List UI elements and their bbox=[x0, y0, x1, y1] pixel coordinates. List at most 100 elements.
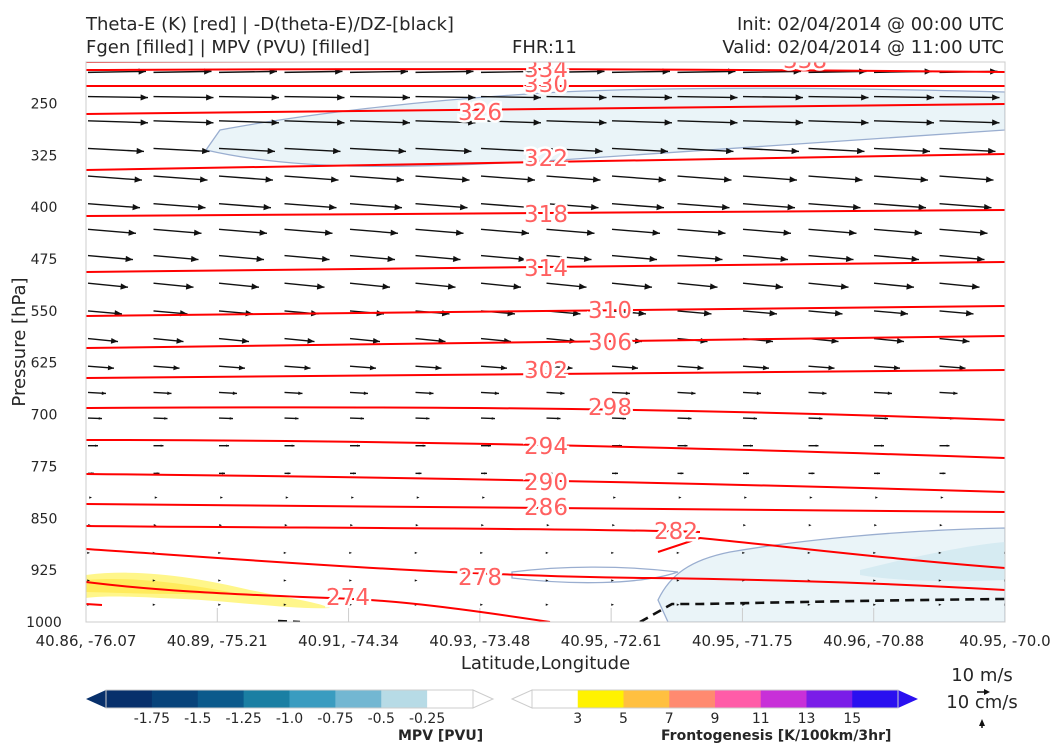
wind-arrowhead bbox=[232, 391, 237, 395]
wind-vector bbox=[611, 228, 661, 235]
mpv-colorbar-tick: -1.5 bbox=[184, 711, 211, 727]
wind-vector bbox=[611, 175, 667, 181]
wind-arrowhead bbox=[845, 255, 854, 263]
wind-arrowhead bbox=[481, 524, 484, 527]
y-axis-label: Pressure [hPa] bbox=[9, 277, 30, 406]
wind-arrowhead bbox=[914, 229, 922, 236]
y-tick-label: 250 bbox=[31, 96, 58, 112]
mpv-colorbar-segment bbox=[381, 690, 428, 708]
wind-arrowhead bbox=[226, 444, 229, 447]
theta-e-contour-290 bbox=[86, 473, 1005, 493]
theta-e-label: 286 bbox=[524, 495, 568, 521]
wind-arrowhead bbox=[723, 176, 732, 183]
reference-vector-vertical-label: 10 cm/s bbox=[946, 692, 1018, 713]
mpv-colorbar-tick: -0.5 bbox=[368, 711, 395, 727]
wind-arrowhead bbox=[164, 417, 168, 420]
wind-arrowhead bbox=[398, 147, 406, 155]
wind-vector bbox=[546, 254, 592, 261]
wind-arrowhead bbox=[98, 417, 102, 420]
wind-arrowhead bbox=[132, 204, 140, 211]
wind-arrowhead bbox=[680, 472, 684, 475]
wind-arrowhead bbox=[533, 119, 541, 126]
mpv-colorbar-tick: -1.75 bbox=[134, 711, 170, 727]
wind-arrowhead bbox=[298, 391, 303, 395]
wind-arrowhead bbox=[861, 94, 869, 101]
wind-arrowhead bbox=[468, 94, 476, 101]
wind-arrowhead bbox=[962, 337, 970, 344]
fgen-colorbar-segment bbox=[760, 690, 807, 708]
wind-arrowhead bbox=[500, 365, 507, 371]
wind-arrowhead bbox=[599, 94, 607, 101]
wind-vector bbox=[415, 203, 468, 209]
wind-vector bbox=[349, 147, 407, 153]
wind-arrowhead bbox=[730, 94, 738, 101]
wind-vector bbox=[87, 95, 149, 99]
wind-arrowhead bbox=[611, 603, 614, 606]
wind-arrowhead bbox=[459, 204, 468, 211]
wind-arrowhead bbox=[316, 283, 325, 290]
theta-e-contour-294 bbox=[86, 439, 1005, 459]
wind-arrowhead bbox=[429, 391, 434, 395]
theta-e-label: 330 bbox=[524, 72, 568, 98]
x-tick-label: 40.95, -72.61 bbox=[561, 632, 662, 650]
wind-arrowhead bbox=[815, 444, 819, 447]
wind-arrowhead bbox=[328, 204, 337, 211]
wind-arrowhead bbox=[703, 310, 712, 317]
wind-arrowhead bbox=[426, 417, 430, 420]
wind-arrowhead bbox=[263, 204, 271, 211]
wind-arrowhead bbox=[197, 204, 206, 211]
wind-arrowhead bbox=[284, 524, 288, 527]
wind-vector bbox=[808, 228, 857, 235]
wind-arrowhead bbox=[463, 147, 472, 155]
theta-e-label: 290 bbox=[524, 470, 568, 496]
wind-arrowhead bbox=[259, 229, 267, 236]
wind-arrowhead bbox=[350, 524, 353, 527]
wind-arrowhead bbox=[717, 229, 726, 236]
reference-vector-horizontal-head bbox=[984, 689, 990, 695]
wind-vector bbox=[349, 70, 409, 74]
wind-arrowhead bbox=[422, 444, 426, 447]
wind-arrowhead bbox=[742, 551, 745, 555]
wind-vector bbox=[1004, 120, 1005, 122]
wind-arrowhead bbox=[521, 229, 529, 236]
wind-arrowhead bbox=[134, 176, 142, 183]
wind-vector bbox=[415, 147, 472, 153]
wind-arrowhead bbox=[285, 496, 289, 499]
wind-arrowhead bbox=[251, 283, 259, 290]
wind-arrowhead bbox=[351, 496, 354, 499]
wind-vector bbox=[153, 254, 199, 261]
wind-vector bbox=[1004, 366, 1005, 367]
wind-vector bbox=[873, 147, 931, 153]
wind-vector bbox=[742, 147, 800, 153]
wind-arrowhead bbox=[688, 417, 692, 420]
wind-arrowhead bbox=[676, 551, 680, 555]
mpv-colorbar-extend-low bbox=[86, 690, 106, 708]
wind-arrowhead bbox=[418, 472, 422, 475]
wind-arrowhead bbox=[218, 603, 221, 606]
wind-arrowhead bbox=[513, 283, 521, 290]
wind-vector bbox=[218, 203, 272, 209]
wind-arrowhead bbox=[900, 310, 908, 317]
wind-vector bbox=[284, 175, 339, 181]
theta-e-label: 294 bbox=[524, 434, 568, 460]
wind-arrowhead bbox=[241, 337, 249, 344]
wind-arrowhead bbox=[590, 204, 599, 211]
wind-arrowhead bbox=[691, 391, 696, 395]
wind-arrowhead bbox=[110, 337, 118, 344]
wind-vector bbox=[873, 254, 920, 261]
mpv-colorbar-tick: -1.25 bbox=[226, 711, 262, 727]
wind-arrowhead bbox=[491, 417, 495, 420]
wind-vector bbox=[284, 120, 345, 124]
wind-arrowhead bbox=[926, 94, 934, 101]
wind-vector bbox=[611, 95, 673, 99]
wind-arrowhead bbox=[828, 365, 835, 371]
wind-arrowhead bbox=[482, 496, 485, 499]
wind-arrowhead bbox=[873, 603, 876, 606]
wind-arrowhead bbox=[283, 603, 287, 606]
mpv-colorbar-segment bbox=[243, 690, 290, 708]
theta-e-contour-326 bbox=[86, 103, 1005, 115]
wind-arrowhead bbox=[911, 255, 919, 263]
fgen-colorbar-segment bbox=[577, 690, 624, 708]
wind-arrowhead bbox=[190, 255, 199, 263]
wind-vector bbox=[284, 147, 341, 153]
